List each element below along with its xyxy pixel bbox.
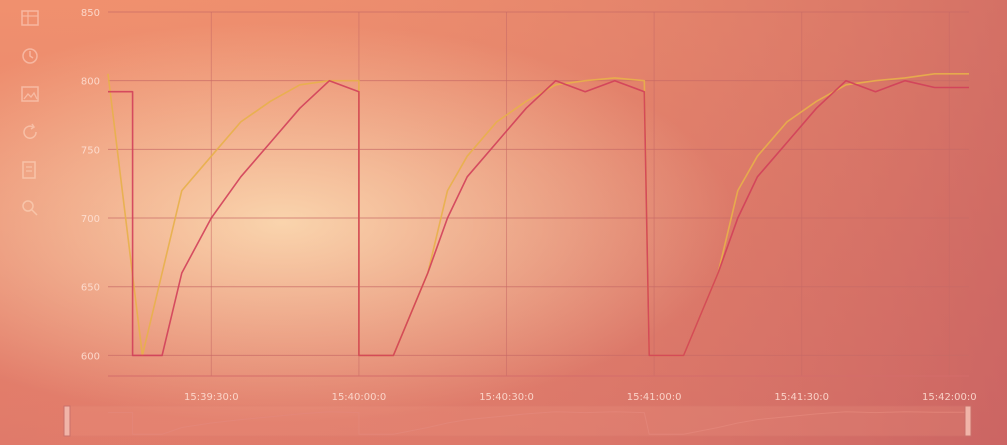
y-tick-label: 600 (81, 351, 100, 362)
x-tick-label: 15:41:00:0 (627, 392, 682, 403)
datazoom-handle-left[interactable] (63, 405, 71, 437)
x-tick-label: 15:41:30:0 (774, 392, 829, 403)
series-line-1 (107, 73, 969, 357)
series-line-2 (108, 79, 969, 357)
y-tick-label: 650 (81, 283, 100, 294)
datazoom-handle-right[interactable] (964, 405, 972, 437)
x-tick-label: 15:40:00:0 (332, 392, 387, 403)
x-tick-label: 15:42:00:0 (922, 392, 977, 403)
x-tick-label: 15:39:30:0 (184, 392, 239, 403)
datazoom-preview-line (108, 411, 969, 435)
datazoom-track (67, 405, 970, 437)
x-tick-label: 15:40:30:0 (479, 392, 534, 403)
y-tick-label: 800 (81, 77, 100, 88)
y-tick-label: 750 (81, 145, 100, 156)
y-tick-label: 850 (81, 8, 100, 19)
y-tick-label: 700 (81, 214, 100, 225)
